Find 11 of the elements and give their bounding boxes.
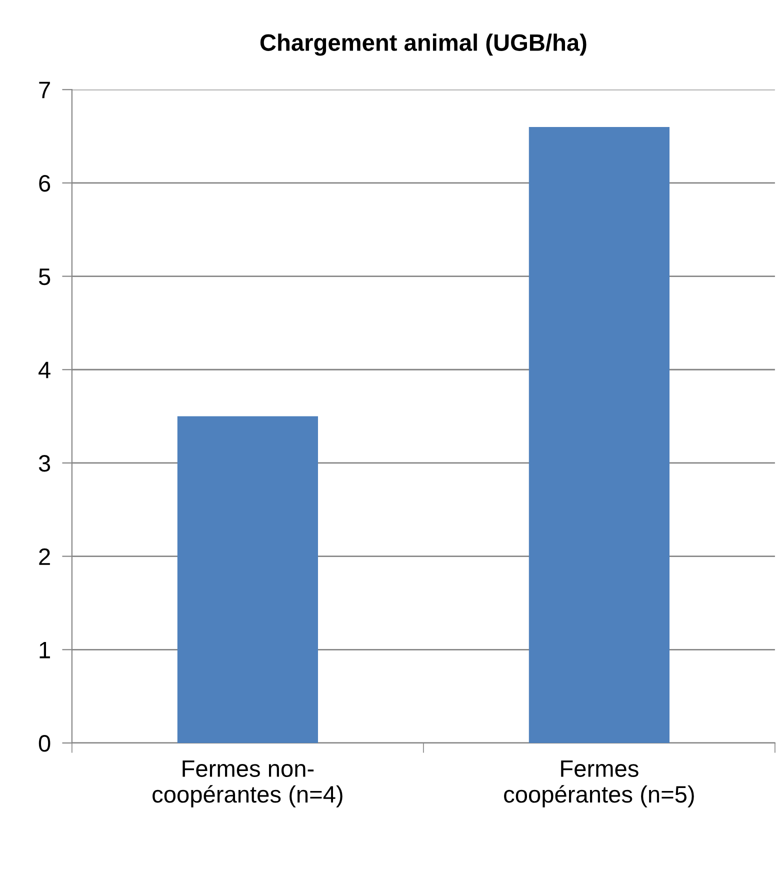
y-tick-label: 7 (39, 82, 50, 98)
y-tick-label: 1 (40, 642, 50, 658)
y-tick-label: 0 (38, 735, 50, 752)
y-tick-label: 4 (38, 362, 50, 378)
y-tick-label: 5 (38, 268, 50, 286)
x-tick-label: Fermes non- coopérantes (n=4) (152, 760, 342, 808)
x-tick-label: Fermes coopérantes (n=5) (504, 760, 694, 808)
y-tick-label: 6 (39, 175, 50, 192)
y-tick-label: 3 (38, 455, 50, 472)
y-tick-label: 2 (39, 548, 50, 565)
chart-title: Chargement animal (UGB/ha) (260, 34, 586, 56)
